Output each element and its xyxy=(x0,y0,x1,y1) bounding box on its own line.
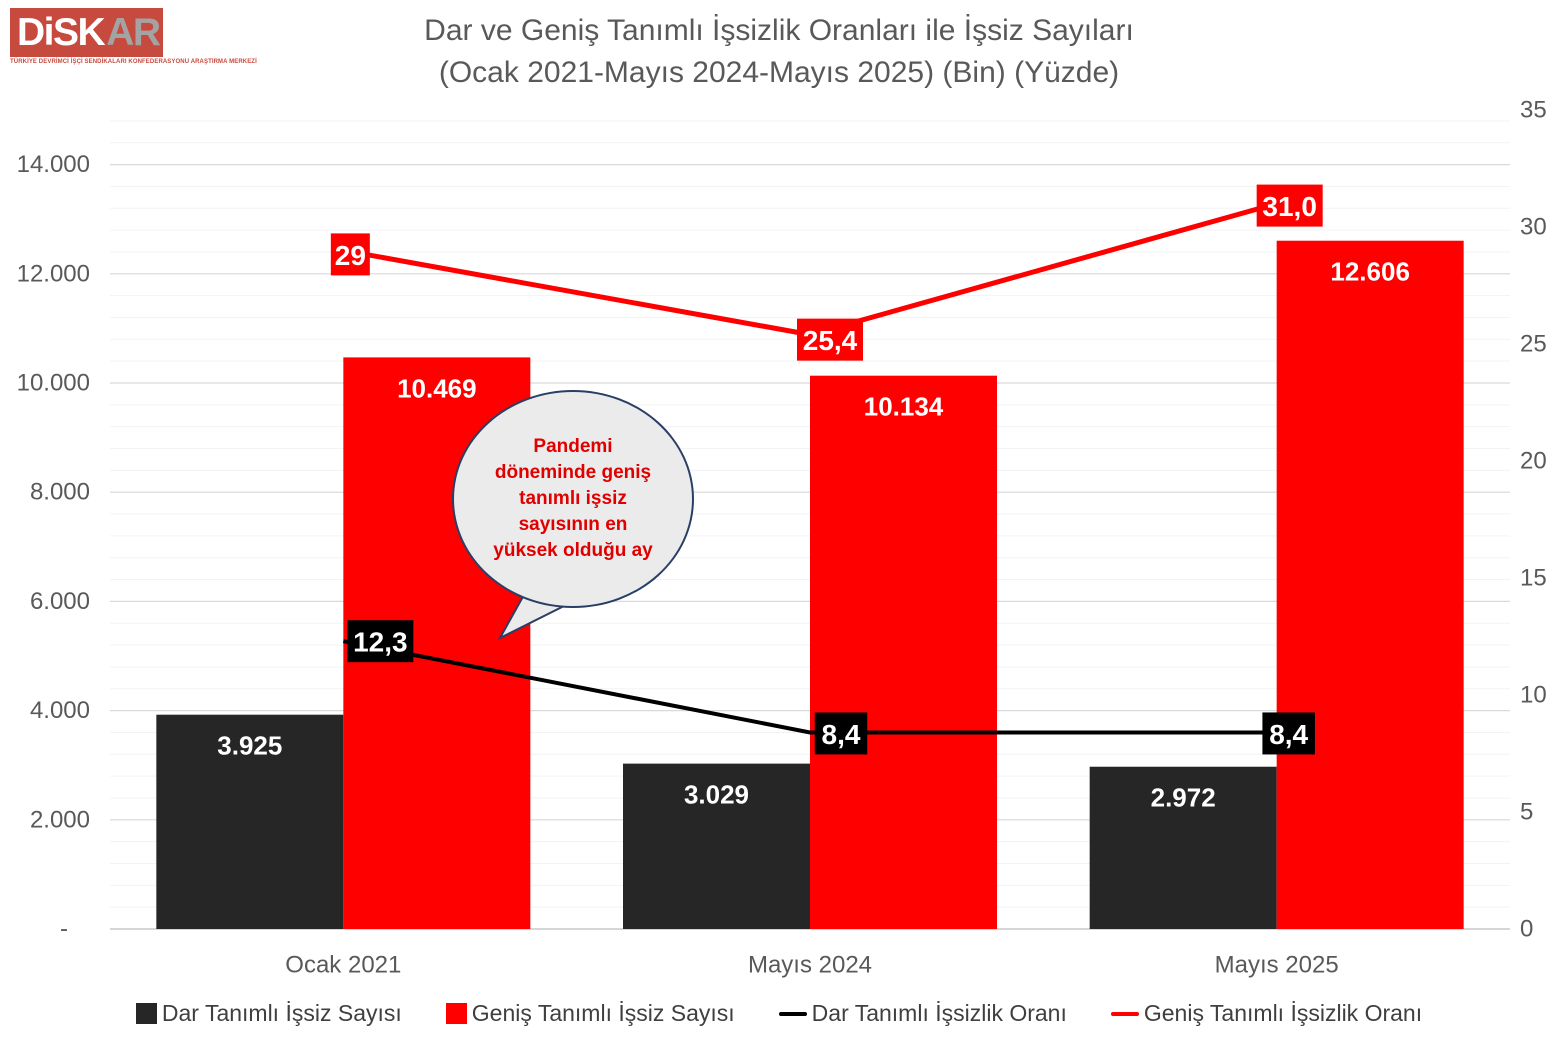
category-label: Mayıs 2024 xyxy=(748,952,872,979)
diskar-logo-box: DiSK AR xyxy=(10,8,163,57)
legend-item-dar-oran: Dar Tanımlı İşsizlik Oranı xyxy=(778,1000,1067,1027)
right-axis-tick: 20 xyxy=(1520,448,1547,475)
legend-item-genis-oran: Geniş Tanımlı İşsizlik Oranı xyxy=(1110,1000,1423,1027)
bars xyxy=(156,240,1464,930)
point-label-box xyxy=(797,318,863,361)
legend-swatch-square-red-icon xyxy=(445,1003,467,1024)
legend-item-dar-sayi: Dar Tanımlı İşsiz Sayısı xyxy=(135,1000,402,1027)
bar-genis-Mayıs 2024 xyxy=(810,375,997,929)
chart-title-line1: Dar ve Geniş Tanımlı İşsizlik Oranları i… xyxy=(424,14,1134,47)
point-labels: 12,3 8,4 8,4 29 25,4 31,0 xyxy=(330,184,1323,755)
point-label-text: 25,4 xyxy=(803,325,858,356)
point-label-box xyxy=(330,233,370,276)
point-label-box xyxy=(347,620,414,663)
bar-dar-Mayıs 2025 xyxy=(1089,766,1277,929)
axis-labels: - 2.000 4.000 6.000 8.000 10.000 12.000 14.000 0… xyxy=(17,97,1547,979)
right-axis-tick: 10 xyxy=(1520,682,1547,709)
line-genis-oran xyxy=(342,201,1278,338)
legend-swatch-line-black-icon xyxy=(778,1011,807,1016)
legend-swatch-square-dark-icon xyxy=(135,1003,157,1024)
legend-label: Dar Tanımlı İşsizlik Oranı xyxy=(811,1000,1067,1026)
point-label-box xyxy=(1256,184,1323,227)
bar-genis-Mayıs 2025 xyxy=(1276,240,1464,929)
left-axis-tick: 4.000 xyxy=(30,697,90,724)
right-axis-tick: 35 xyxy=(1520,97,1547,124)
left-axis-tick: 12.000 xyxy=(17,260,90,287)
point-label-box xyxy=(1262,712,1315,755)
category-label: Ocak 2021 xyxy=(285,952,401,979)
point-label-text: 31,0 xyxy=(1262,191,1317,222)
left-axis-tick: 14.000 xyxy=(17,151,90,178)
bar-value-label: 12.606 xyxy=(1330,257,1410,287)
bar-value-label: 3.029 xyxy=(684,780,749,810)
left-axis-tick: 8.000 xyxy=(30,479,90,506)
bar-value-label: 10.469 xyxy=(397,373,477,403)
category-label: Mayıs 2025 xyxy=(1215,952,1339,979)
left-axis-tick: 2.000 xyxy=(30,806,90,833)
right-axis-tick: 5 xyxy=(1520,799,1533,826)
logo-disk-text: DiSK xyxy=(17,10,106,54)
legend-swatch-line-red-icon xyxy=(1110,1011,1139,1016)
left-axis-tick: - xyxy=(60,916,68,943)
legend-label: Geniş Tanımlı İşsizlik Oranı xyxy=(1143,1000,1423,1026)
right-axis-tick: 15 xyxy=(1520,565,1547,592)
callout-bubble: Pandemi döneminde geniş tanımlı işsiz sa… xyxy=(452,390,694,608)
legend-label: Geniş Tanımlı İşsiz Sayısı xyxy=(471,1000,735,1026)
bar-dar-Mayıs 2024 xyxy=(623,763,810,929)
logo-ar-text: AR xyxy=(106,10,161,54)
bar-value-label: 2.972 xyxy=(1151,783,1216,813)
point-label-text: 12,3 xyxy=(353,627,408,658)
point-label-text: 8,4 xyxy=(822,719,861,750)
chart-title-line2: (Ocak 2021-Mayıs 2024-Mayıs 2025) (Bin) … xyxy=(438,56,1120,89)
logo-tagline: TÜRKİYE DEVRİMCİ İŞÇİ SENDİKALARI KONFED… xyxy=(10,59,257,65)
bar-labels: 3.925 3.029 2.972 10.469 10.134 12.606 xyxy=(217,257,1410,813)
right-axis-tick: 0 xyxy=(1520,916,1533,943)
legend-label: Dar Tanımlı İşsiz Sayısı xyxy=(161,1000,402,1026)
line-dar-oran xyxy=(342,639,1277,735)
bar-dar-Ocak 2021 xyxy=(156,714,344,929)
left-axis-tick: 6.000 xyxy=(30,588,90,615)
point-label-text: 29 xyxy=(335,240,366,271)
left-axis-tick: 10.000 xyxy=(17,370,90,397)
legend: Dar Tanımlı İşsiz Sayısı Geniş Tanımlı İ… xyxy=(0,1000,1558,1027)
bar-value-label: 3.925 xyxy=(217,731,282,761)
callout-text: Pandemi döneminde geniş tanımlı işsiz sa… xyxy=(493,436,653,561)
chart-title: Dar ve Geniş Tanımlı İşsizlik Oranları i… xyxy=(0,10,1558,94)
point-label-box xyxy=(814,712,868,755)
diskar-logo: DiSK AR TÜRKİYE DEVRİMCİ İŞÇİ SENDİKALAR… xyxy=(10,8,257,65)
bar-value-label: 10.134 xyxy=(864,392,944,422)
legend-item-genis-sayi: Geniş Tanımlı İşsiz Sayısı xyxy=(445,1000,735,1027)
right-axis-tick: 25 xyxy=(1520,331,1547,358)
right-axis-tick: 30 xyxy=(1520,214,1547,241)
point-label-text: 8,4 xyxy=(1269,719,1308,750)
